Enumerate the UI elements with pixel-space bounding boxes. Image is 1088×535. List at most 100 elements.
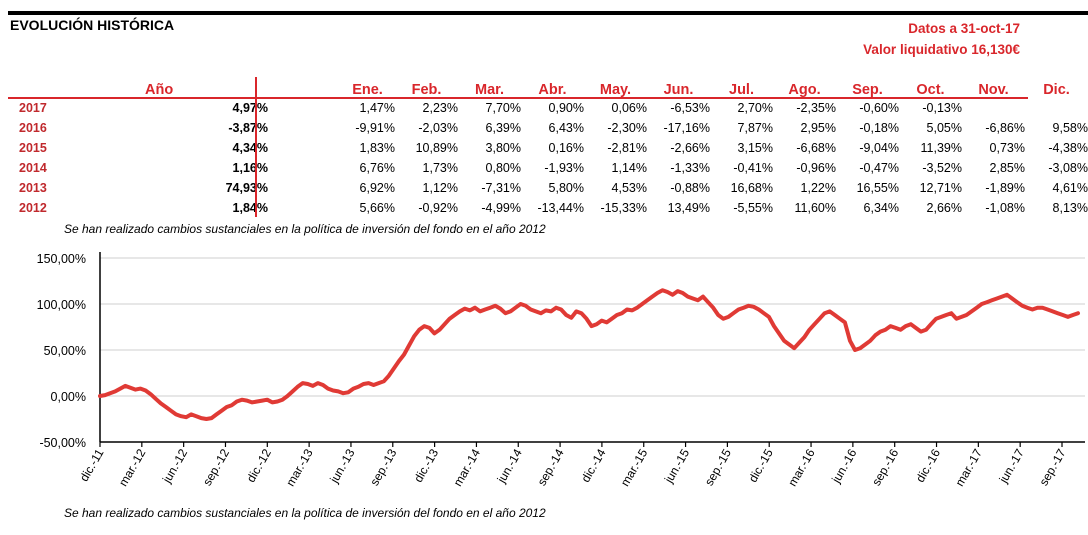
y-tick-label: 50,00% [44,344,86,358]
column-header: Año [145,82,174,98]
x-tick-label: jun.-14 [494,446,525,486]
x-tick-label: dic.-15 [746,446,776,484]
x-tick-label: jun.-15 [661,446,692,486]
table-row: 2012 1,84% 5,66% -0,92% -4,99% -13,44% -15,33%… [8,198,1088,218]
monthly-return-cell: 0,73% [989,141,1025,155]
y-tick-label: 0,00% [51,390,86,404]
data-date: Datos a 31-oct-17 [908,21,1020,36]
monthly-return-cell: -2,03% [418,121,458,135]
column-header: Sep. [852,82,883,98]
monthly-return-cell: -13,44% [537,201,584,215]
page-title: EVOLUCIÓN HISTÓRICA [10,17,175,33]
monthly-return-cell: 16,68% [730,181,773,195]
performance-line [98,288,1080,421]
year-cell: 2014 [19,161,47,175]
monthly-return-cell: -4,38% [1048,141,1088,155]
monthly-return-cell: 6,76% [359,161,395,175]
nav-value: Valor liquidativo 16,130€ [863,42,1020,57]
monthly-return-cell: 5,05% [926,121,962,135]
monthly-return-cell: 16,55% [856,181,899,195]
monthly-return-cell: 8,13% [1052,201,1088,215]
table-row: 2014 1,16% 6,76% 1,73% 0,80% -1,93% 1,14% -1,33… [8,158,1088,178]
x-tick-label: sep.-12 [200,446,232,488]
x-tick-label: mar.-17 [952,446,985,489]
monthly-return-cell: -1,89% [985,181,1025,195]
monthly-return-cell: -6,68% [796,141,836,155]
monthly-return-cell: -3,52% [922,161,962,175]
history-line-chart: 150,00% 100,00% 50,00% 0,00% -50,00%dic.-11 m… [37,252,1085,489]
monthly-return-cell: 1,12% [422,181,458,195]
monthly-return-cell: 4,53% [611,181,647,195]
x-tick-label: mar.-13 [283,446,316,489]
annual-return-cell: 1,16% [232,161,268,175]
x-tick-label: jun.-12 [159,446,190,486]
monthly-return-cell: -1,93% [544,161,584,175]
monthly-return-cell: 7,87% [737,121,773,135]
column-header: Jun. [663,82,694,98]
monthly-return-cell: 2,66% [926,201,962,215]
y-tick-label: 100,00% [37,298,86,312]
monthly-return-cell: -2,35% [796,101,836,115]
monthly-return-cell: 7,70% [485,101,521,115]
monthly-return-cell [962,98,1025,118]
column-header: Ago. [788,82,821,98]
monthly-return-cell: -9,91% [355,121,395,135]
monthly-return-cell: 5,80% [548,181,584,195]
monthly-return-cell: -15,33% [600,201,647,215]
monthly-return-cell: -6,53% [670,101,710,115]
monthly-return-cell [1025,98,1088,118]
monthly-return-cell: 12,71% [919,181,962,195]
y-tick-label: -50,00% [39,436,86,450]
column-header: Oct. [916,82,945,98]
x-tick-label: mar.-15 [618,446,651,489]
column-header: Mar. [474,82,504,98]
y-tick-label: 150,00% [37,252,86,266]
monthly-return-cell: -17,16% [663,121,710,135]
monthly-return-cell: 1,14% [611,161,647,175]
column-header: May. [599,82,632,98]
monthly-return-cell: 6,43% [548,121,584,135]
monthly-return-cell: 10,89% [415,141,458,155]
year-cell: 2013 [19,181,47,195]
annual-return-cell: 74,93% [225,181,268,195]
monthly-return-cell: 2,85% [989,161,1025,175]
x-tick-label: jun.-16 [828,446,859,486]
monthly-return-cell: -2,66% [670,141,710,155]
monthly-return-cell: -5,55% [733,201,773,215]
monthly-return-cell: -7,31% [481,181,521,195]
monthly-return-cell: -0,88% [670,181,710,195]
x-tick-label: dic.-11 [77,446,107,484]
monthly-return-cell: -0,92% [418,201,458,215]
monthly-return-cell: 3,80% [485,141,521,155]
monthly-return-cell: -3,08% [1048,161,1088,175]
monthly-return-cell: 1,22% [800,181,836,195]
monthly-return-cell: 5,66% [359,201,395,215]
x-tick-label: dic.-12 [244,446,274,484]
x-tick-label: dic.-14 [578,446,608,484]
monthly-return-cell: -0,41% [733,161,773,175]
top-rule [8,11,1088,15]
fund-info: Datos a 31-oct-17 Valor liquidativo 16,1… [863,18,1020,60]
monthly-return-cell: -2,30% [607,121,647,135]
x-tick-label: mar.-14 [451,446,484,489]
year-cell: 2015 [19,141,47,155]
monthly-return-cell: 0,80% [485,161,521,175]
monthly-return-cell: 0,90% [548,101,584,115]
year-cell: 2016 [19,121,47,135]
column-header: Dic. [1043,82,1070,98]
monthly-return-cell: -1,33% [670,161,710,175]
monthly-return-cell: -1,08% [985,201,1025,215]
monthly-return-cell: -0,96% [796,161,836,175]
monthly-return-cell: 2,70% [737,101,773,115]
monthly-return-cell: 3,15% [737,141,773,155]
monthly-return-cell: 11,60% [794,201,836,215]
x-tick-label: mar.-12 [116,446,149,489]
x-tick-label: sep.-14 [535,446,567,488]
x-tick-label: sep.-13 [367,446,399,488]
x-tick-label: sep.-17 [1036,446,1068,488]
annual-return-cell: 4,97% [232,101,268,115]
x-tick-label: sep.-15 [702,446,734,488]
policy-note-bottom: Se han realizado cambios sustanciales en… [64,506,546,520]
table-row: 2016 -3,87% -9,91% -2,03% 6,39% 6,43% -2,30% -1… [8,118,1088,138]
monthly-return-cell: -4,99% [481,201,521,215]
